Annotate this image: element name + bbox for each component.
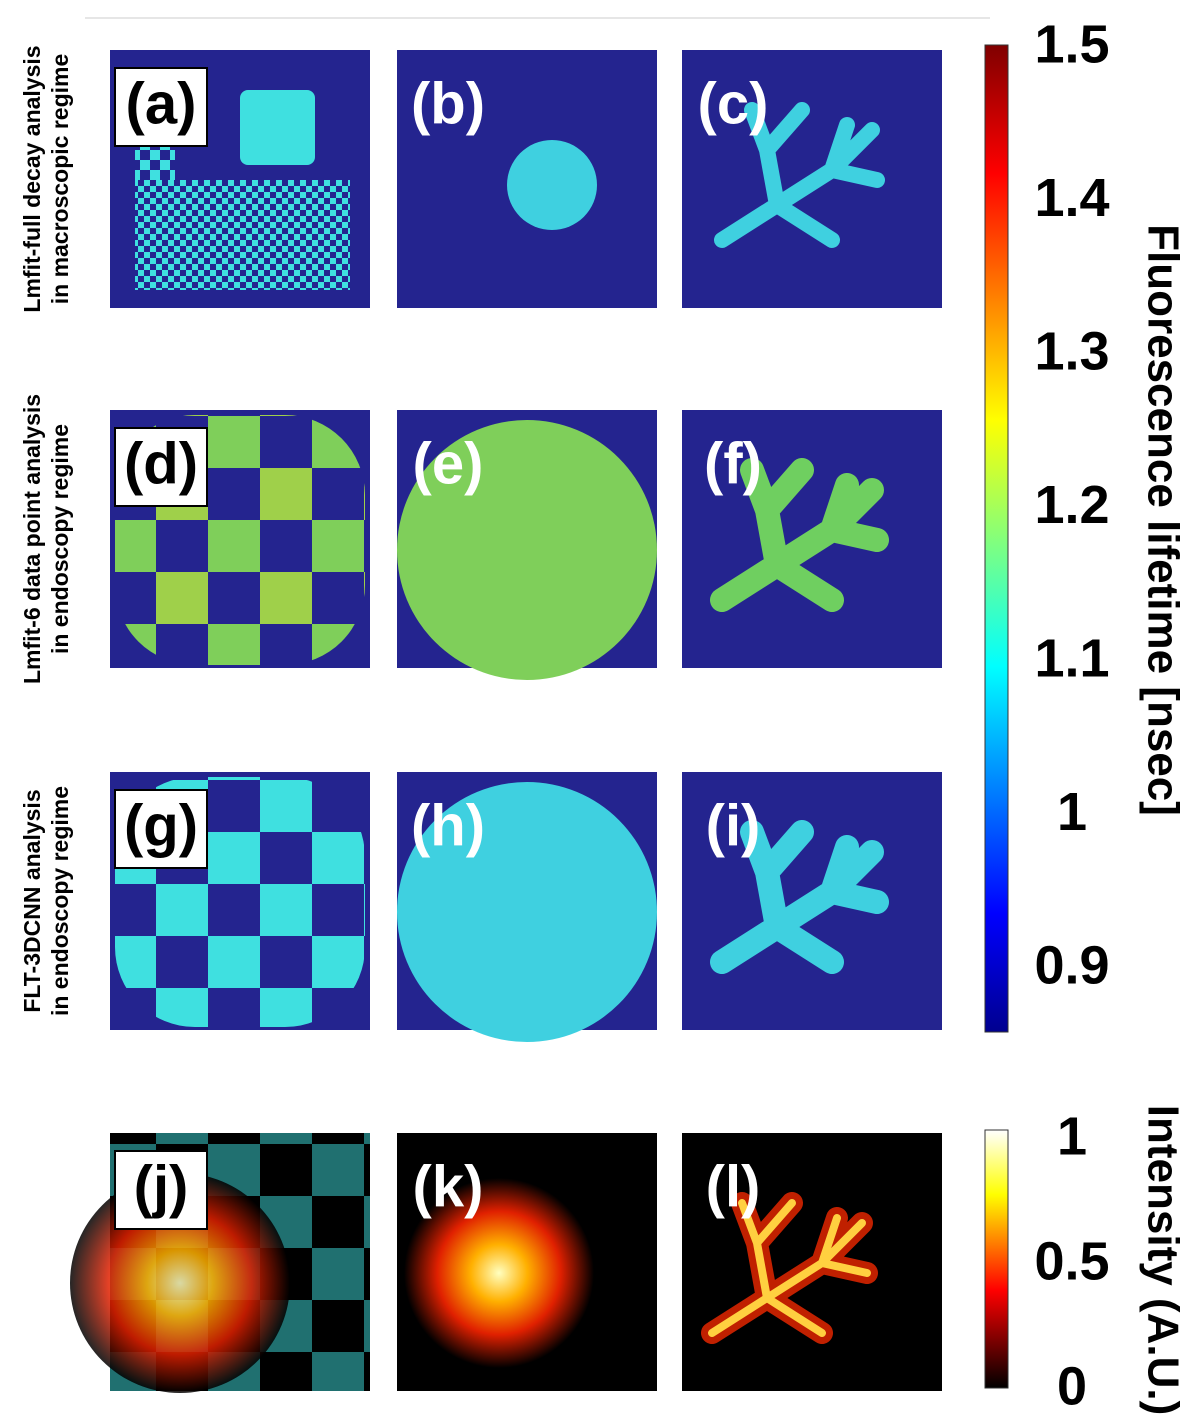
row-label: Lmfit-full decay analysis	[19, 45, 45, 312]
row-label: in endoscopy regime	[47, 424, 73, 654]
colorbar-tick-label: 1.5	[1034, 14, 1109, 74]
intensity-colorbar	[985, 1130, 1008, 1388]
panel-label: (a)	[126, 71, 197, 136]
lifetime-colorbar	[985, 45, 1008, 1032]
colorbar-tick-label: 1.3	[1034, 321, 1109, 381]
checker	[135, 180, 350, 290]
row-label: FLT-3DCNN analysis	[19, 789, 45, 1012]
colorbar-tick-label: 1.4	[1034, 168, 1109, 228]
panel-label: (c)	[698, 71, 769, 136]
row-label: in macroscopic regime	[47, 54, 73, 305]
colorbar-tick-label: 0.5	[1034, 1231, 1109, 1291]
colorbar-tick-label: 1.1	[1034, 628, 1109, 688]
colorbar-tick-label: 0	[1057, 1356, 1087, 1416]
colorbar-tick-label: 1	[1057, 782, 1087, 842]
square	[240, 90, 315, 165]
panel-label: (f)	[704, 431, 762, 496]
row-label: Lmfit-6 data point analysis	[19, 394, 45, 684]
panel-label: (d)	[124, 431, 198, 496]
panel-label: (g)	[124, 793, 198, 858]
colorbar-tick-label: 1.2	[1034, 475, 1109, 535]
panel-label: (b)	[411, 71, 485, 136]
colorbar-title: Fluorescence lifetime [nsec]	[1138, 224, 1187, 816]
panel-label: (l)	[706, 1154, 761, 1219]
figure: (a) (b) (c) (d) (e) (f) (g) (h) (i) (j) (k) (l) Flu…	[0, 0, 1199, 1419]
panel-label: (k)	[413, 1154, 484, 1219]
row-label: in endoscopy regime	[47, 786, 73, 1016]
colorbar-tick-label: 1	[1057, 1106, 1087, 1166]
panel-grid: (a) (b) (c) (d) (e) (f) (g) (h) (i) (j) (k) (l)	[70, 50, 942, 1393]
panel-label: (e)	[413, 431, 484, 496]
colorbar-tick-label: 0.9	[1034, 935, 1109, 995]
colorbar-title: Intensity (A.U.)	[1138, 1105, 1187, 1415]
panel-label: (j)	[134, 1154, 189, 1219]
panel-label: (h)	[411, 793, 485, 858]
panel-label: (i)	[706, 793, 761, 858]
disc	[507, 140, 597, 230]
